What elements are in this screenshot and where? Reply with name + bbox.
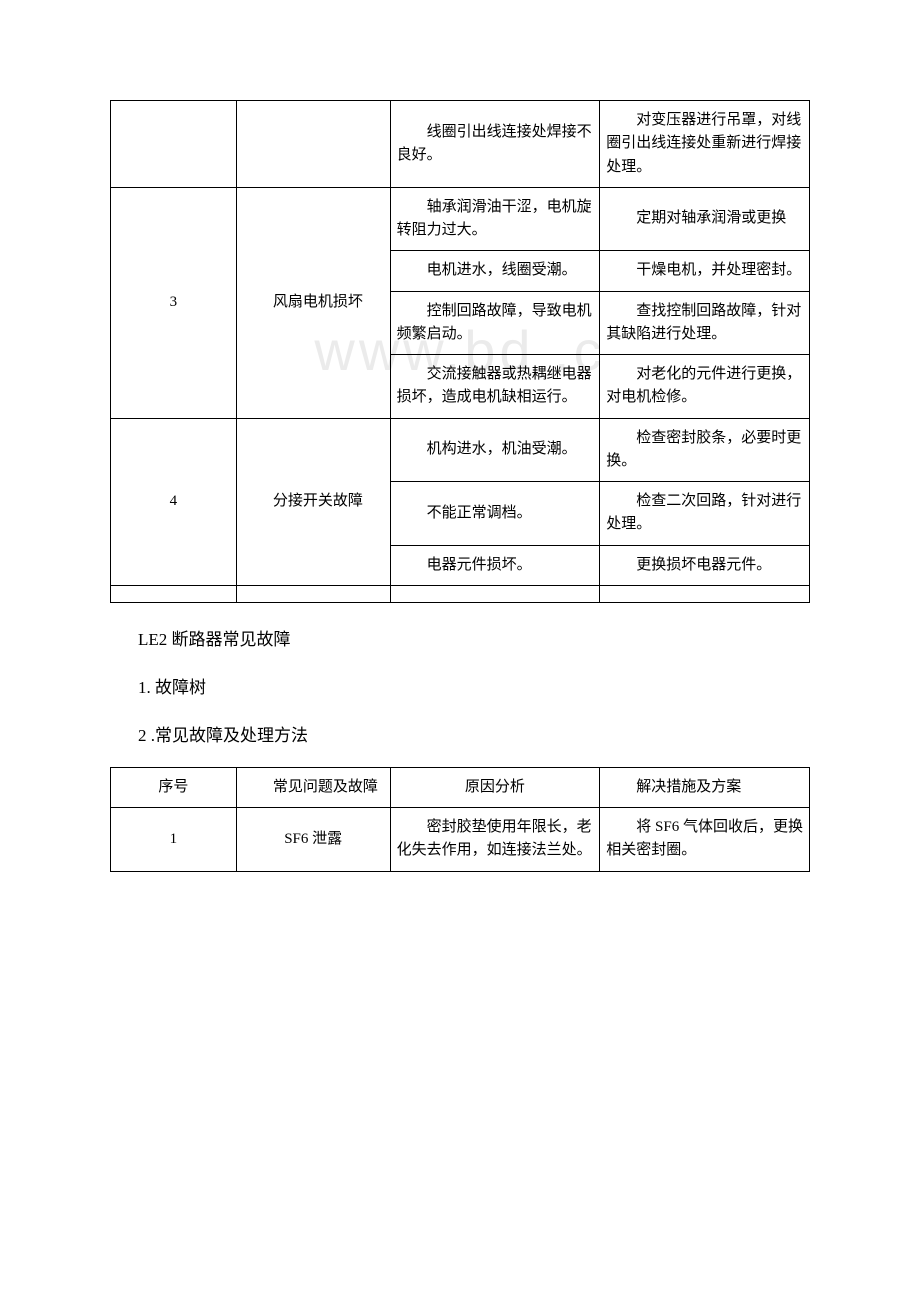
cell-cause: 机构进水，机油受潮。 — [390, 418, 600, 482]
fault-table-2: 序号 常见问题及故障 原因分析 解决措施及方案 1 SF6 泄露 密封胶垫使用年… — [110, 767, 810, 872]
header-fault: 常见问题及故障 — [236, 767, 390, 807]
cell-empty — [236, 585, 390, 602]
cell-fault: SF6 泄露 — [236, 808, 390, 872]
header-solution: 解决措施及方案 — [600, 767, 810, 807]
cell-cause: 控制回路故障，导致电机频繁启动。 — [390, 291, 600, 355]
cell-solution: 检查密封胶条，必要时更换。 — [600, 418, 810, 482]
table-row: 3 风扇电机损坏 轴承润滑油干涩，电机旋转阻力过大。 定期对轴承润滑或更换 — [111, 187, 810, 251]
cell-solution: 查找控制回路故障，针对其缺陷进行处理。 — [600, 291, 810, 355]
header-cause: 原因分析 — [390, 767, 600, 807]
table-header-row: 序号 常见问题及故障 原因分析 解决措施及方案 — [111, 767, 810, 807]
cell-fault: 风扇电机损坏 — [236, 187, 390, 418]
cell-cause: 电机进水，线圈受潮。 — [390, 251, 600, 291]
section-heading: LE2 断路器常见故障 — [138, 623, 810, 657]
cell-cause: 电器元件损坏。 — [390, 545, 600, 585]
cell-cause: 轴承润滑油干涩，电机旋转阻力过大。 — [390, 187, 600, 251]
cell-seq: 4 — [111, 418, 237, 585]
cell-cause: 线圈引出线连接处焊接不良好。 — [390, 101, 600, 188]
cell-solution: 定期对轴承润滑或更换 — [600, 187, 810, 251]
cell-fault — [236, 101, 390, 188]
cell-solution: 干燥电机，并处理密封。 — [600, 251, 810, 291]
cell-empty — [390, 585, 600, 602]
cell-cause: 交流接触器或热耦继电器损坏，造成电机缺相运行。 — [390, 355, 600, 419]
header-seq: 序号 — [111, 767, 237, 807]
cell-seq: 1 — [111, 808, 237, 872]
section-line-1: 1. 故障树 — [138, 671, 810, 705]
table-row-empty — [111, 585, 810, 602]
cell-solution: 对变压器进行吊罩，对线圈引出线连接处重新进行焊接处理。 — [600, 101, 810, 188]
fault-table-1: 线圈引出线连接处焊接不良好。 对变压器进行吊罩，对线圈引出线连接处重新进行焊接处… — [110, 100, 810, 603]
cell-fault: 分接开关故障 — [236, 418, 390, 585]
cell-solution: 更换损坏电器元件。 — [600, 545, 810, 585]
cell-solution: 检查二次回路，针对进行处理。 — [600, 482, 810, 546]
table-row: 1 SF6 泄露 密封胶垫使用年限长，老化失去作用，如连接法兰处。 将 SF6 … — [111, 808, 810, 872]
table-row: 线圈引出线连接处焊接不良好。 对变压器进行吊罩，对线圈引出线连接处重新进行焊接处… — [111, 101, 810, 188]
cell-cause: 密封胶垫使用年限长，老化失去作用，如连接法兰处。 — [390, 808, 600, 872]
cell-seq — [111, 101, 237, 188]
cell-empty — [111, 585, 237, 602]
cell-solution: 将 SF6 气体回收后，更换相关密封圈。 — [600, 808, 810, 872]
cell-empty — [600, 585, 810, 602]
table-row: 4 分接开关故障 机构进水，机油受潮。 检查密封胶条，必要时更换。 — [111, 418, 810, 482]
cell-cause: 不能正常调档。 — [390, 482, 600, 546]
cell-seq: 3 — [111, 187, 237, 418]
section-line-2: 2 .常见故障及处理方法 — [138, 719, 810, 753]
cell-solution: 对老化的元件进行更换，对电机检修。 — [600, 355, 810, 419]
